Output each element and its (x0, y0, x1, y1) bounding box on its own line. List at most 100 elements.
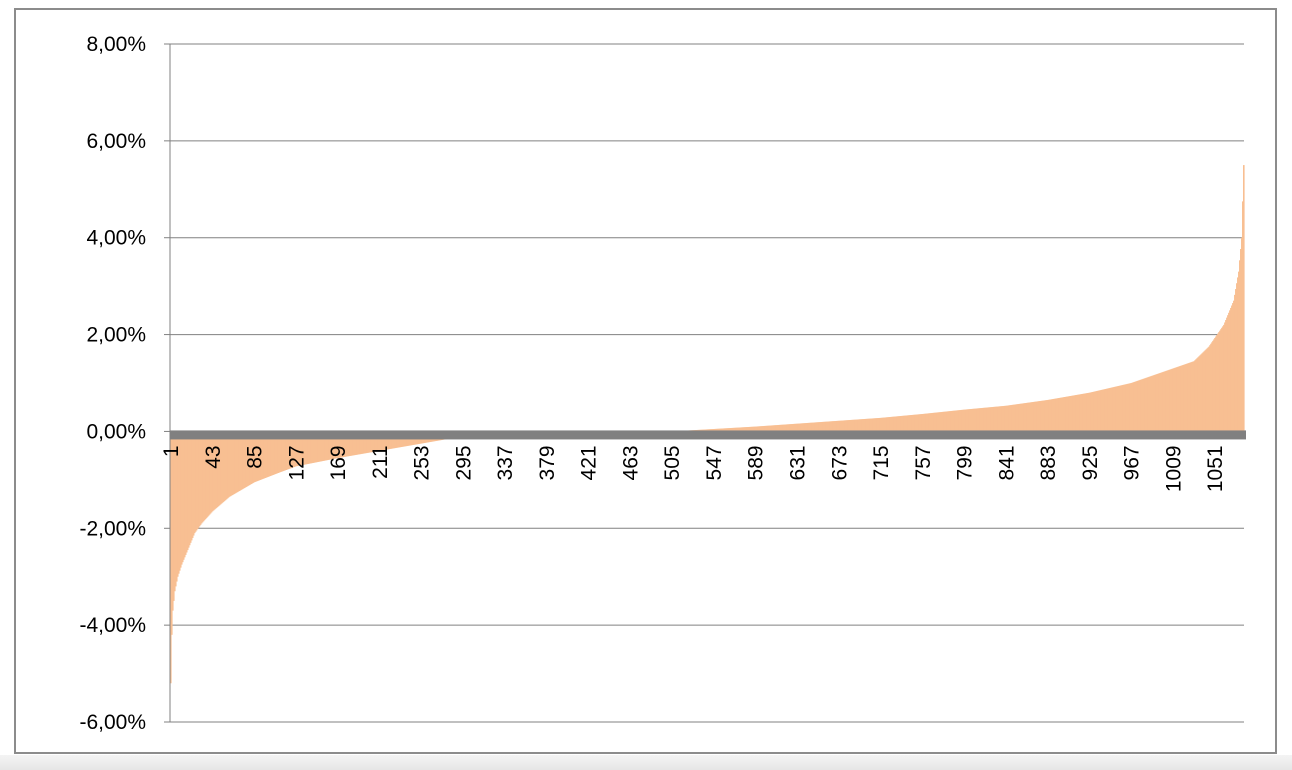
bar (909, 415, 912, 432)
bar (263, 431, 266, 479)
bar (1194, 360, 1196, 432)
bar (926, 413, 929, 432)
bar (964, 409, 967, 432)
bar (948, 411, 951, 432)
bar (278, 431, 280, 473)
bar (1148, 376, 1151, 432)
bar (1038, 401, 1040, 432)
bar (1011, 404, 1013, 432)
y-tick-label: 0,00% (86, 420, 146, 443)
bar (1055, 398, 1057, 432)
bar (1026, 402, 1028, 432)
bar (724, 428, 727, 432)
bar (813, 422, 815, 432)
bar (1024, 403, 1026, 432)
bar (736, 427, 739, 432)
bar (708, 429, 711, 432)
bar (1157, 373, 1160, 432)
bar (814, 422, 816, 432)
bar (292, 431, 294, 468)
bar (1114, 386, 1117, 432)
bar (317, 431, 319, 462)
bar (896, 416, 899, 432)
bar (980, 408, 983, 432)
bar (357, 431, 360, 455)
bar (891, 416, 894, 432)
bar (1085, 393, 1088, 432)
bar (1136, 380, 1139, 432)
bar (971, 408, 974, 432)
bar (1008, 405, 1010, 432)
bar (1184, 364, 1186, 432)
bar (1167, 370, 1170, 432)
bar (904, 415, 907, 432)
x-tick-label: 631 (787, 445, 810, 480)
bar (962, 409, 965, 432)
bar (821, 421, 823, 432)
bar (764, 425, 767, 432)
bar (1107, 388, 1110, 432)
bar (1191, 361, 1193, 432)
bar (284, 431, 286, 471)
bar (881, 417, 883, 432)
bar (325, 431, 327, 461)
bar (190, 431, 193, 541)
bar (279, 431, 281, 473)
bar (1233, 300, 1235, 432)
bar (1052, 399, 1054, 432)
bar (1089, 392, 1092, 432)
y-tick-label: -4,00% (79, 614, 146, 637)
bar (990, 407, 993, 432)
x-tick-label: 253 (411, 445, 434, 480)
bar (1163, 371, 1166, 432)
bar (183, 431, 186, 558)
bar (706, 429, 708, 432)
bar (359, 431, 362, 455)
bar (951, 410, 954, 432)
x-tick-label: 841 (995, 445, 1018, 480)
bar (302, 431, 304, 465)
bar (835, 420, 837, 432)
bar (1223, 324, 1225, 432)
bar (790, 424, 793, 432)
bar (173, 431, 176, 592)
bar (1001, 406, 1003, 432)
x-tick-label: 211 (369, 445, 392, 478)
bar (1029, 402, 1031, 432)
bar (915, 414, 918, 432)
bar (192, 431, 195, 536)
x-tick-label: 505 (661, 445, 684, 480)
bar (1215, 336, 1217, 432)
bar (952, 410, 955, 432)
bar (350, 431, 353, 456)
bar (857, 419, 859, 432)
bar (871, 418, 873, 432)
bar (885, 417, 887, 432)
bar (1178, 366, 1180, 432)
bar (1082, 393, 1085, 432)
bar (1004, 405, 1006, 432)
bar (886, 417, 888, 432)
bar (707, 429, 710, 432)
bar (1043, 400, 1045, 432)
bar (1133, 381, 1136, 432)
bar (170, 431, 172, 684)
bar (244, 431, 247, 488)
bar (343, 431, 345, 458)
bar (379, 431, 382, 451)
bar (299, 431, 301, 466)
bar (776, 425, 779, 432)
bar (1046, 400, 1048, 432)
bar (772, 425, 775, 432)
bar (883, 417, 885, 432)
bar (332, 431, 334, 460)
bar (315, 431, 317, 463)
bar (804, 423, 807, 432)
bar (255, 431, 258, 482)
bar (983, 407, 986, 432)
bar (784, 424, 787, 432)
bar (1139, 379, 1142, 432)
bar (218, 431, 221, 506)
bar (236, 431, 239, 493)
bar (272, 431, 275, 475)
